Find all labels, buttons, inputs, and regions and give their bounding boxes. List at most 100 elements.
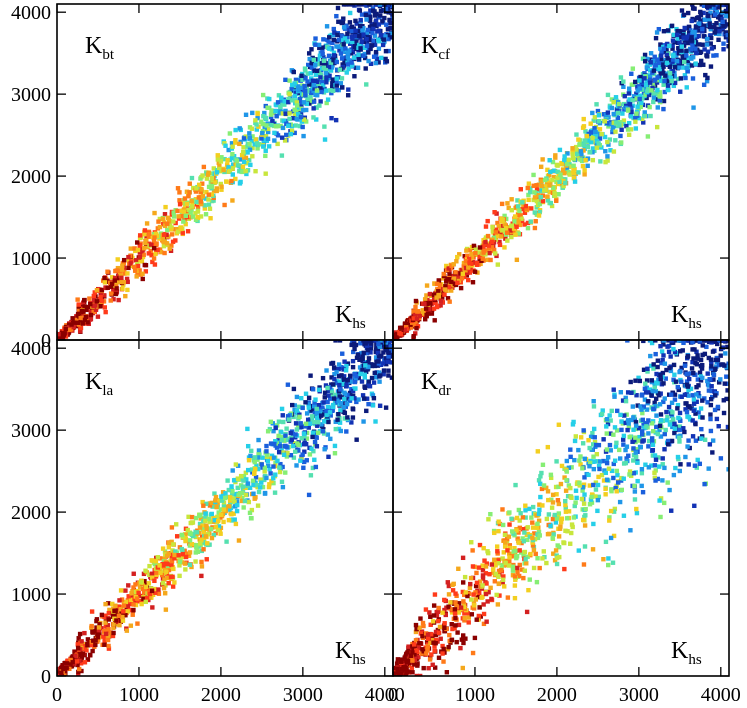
scatter-point-cf — [607, 137, 613, 142]
scatter-point-la — [218, 515, 223, 520]
scatter-point-cf — [667, 64, 673, 69]
scatter-point-cf — [486, 246, 491, 251]
panel-bt-xlabel: Khs — [335, 302, 366, 332]
scatter-point-cf — [690, 4, 695, 7]
scatter-point-bt — [345, 62, 350, 67]
scatter-point-dr — [484, 619, 489, 624]
scatter-point-cf — [574, 151, 580, 157]
scatter-point-cf — [427, 307, 432, 312]
scatter-point-bt — [380, 42, 386, 48]
scatter-point-dr — [690, 434, 696, 439]
scatter-point-bt — [266, 129, 271, 135]
scatter-point-la — [372, 370, 377, 376]
scatter-point-la — [386, 350, 391, 355]
scatter-point-cf — [574, 132, 579, 137]
scatter-point-la — [152, 578, 157, 584]
scatter-point-la — [369, 375, 375, 381]
scatter-point-la — [276, 450, 282, 455]
scatter-point-la — [366, 379, 371, 384]
scatter-point-bt — [326, 64, 332, 70]
scatter-point-cf — [639, 100, 644, 106]
scatter-point-la — [369, 341, 374, 346]
scatter-point-bt — [143, 269, 149, 274]
scatter-point-bt — [255, 146, 260, 151]
scatter-point-la — [388, 344, 393, 349]
scatter-point-cf — [548, 200, 553, 206]
scatter-point-la — [310, 414, 315, 419]
scatter-point-bt — [211, 166, 216, 171]
scatter-point-la — [102, 628, 107, 634]
scatter-point-cf — [542, 177, 548, 183]
scatter-point-la — [61, 666, 66, 672]
scatter-point-dr — [550, 492, 556, 498]
scatter-point-dr — [640, 410, 645, 416]
scatter-point-la — [189, 541, 195, 547]
scatter-point-la — [284, 454, 290, 459]
scatter-point-la — [190, 520, 196, 525]
scatter-point-cf — [570, 155, 576, 161]
scatter-point-la — [73, 654, 78, 659]
scatter-point-la — [227, 504, 232, 509]
scatter-point-cf — [566, 169, 571, 175]
scatter-point-cf — [603, 149, 608, 154]
scatter-point-cf — [570, 146, 575, 151]
scatter-point-la — [101, 634, 106, 639]
scatter-point-bt — [345, 39, 350, 44]
scatter-point-cf — [417, 313, 422, 319]
scatter-point-dr — [512, 546, 517, 551]
scatter-point-bt — [237, 141, 242, 147]
scatter-point-bt — [321, 83, 326, 88]
scatter-point-cf — [637, 78, 642, 83]
scatter-point-bt — [304, 107, 309, 113]
scatter-point-dr — [656, 377, 661, 383]
scatter-point-dr — [670, 424, 675, 430]
scatter-point-dr — [643, 462, 648, 467]
scatter-point-bt — [119, 267, 125, 272]
scatter-point-la — [235, 476, 241, 481]
scatter-point-cf — [590, 150, 595, 155]
scatter-point-cf — [696, 21, 701, 27]
scatter-point-bt — [125, 279, 130, 285]
scatter-point-bt — [164, 232, 169, 237]
scatter-point-la — [146, 581, 152, 586]
scatter-point-bt — [362, 55, 368, 61]
scatter-point-cf — [551, 174, 557, 180]
scatter-point-cf — [658, 71, 663, 76]
scatter-point-bt — [198, 189, 203, 195]
scatter-point-bt — [136, 257, 141, 263]
scatter-point-la — [157, 563, 162, 568]
scatter-point-bt — [322, 137, 328, 142]
scatter-point-bt — [321, 58, 327, 63]
scatter-point-cf — [650, 85, 655, 91]
scatter-point-la — [209, 500, 215, 506]
scatter-point-la — [345, 392, 350, 398]
scatter-point-cf — [528, 186, 533, 191]
scatter-point-bt — [67, 327, 72, 333]
scatter-point-cf — [428, 300, 433, 306]
scatter-point-la — [103, 631, 109, 637]
scatter-point-cf — [571, 168, 576, 174]
scatter-point-bt — [301, 133, 306, 139]
scatter-point-cf — [519, 216, 524, 221]
scatter-point-cf — [693, 25, 699, 30]
scatter-point-la — [75, 642, 80, 647]
scatter-point-la — [123, 599, 129, 605]
scatter-point-la — [197, 541, 203, 546]
scatter-point-la — [350, 393, 356, 398]
scatter-point-bt — [149, 252, 154, 258]
scatter-point-dr — [556, 511, 562, 516]
scatter-point-cf — [566, 157, 571, 162]
scatter-point-cf — [703, 23, 709, 29]
scatter-point-la — [303, 421, 309, 426]
scatter-point-cf — [618, 75, 624, 80]
scatter-point-dr — [621, 433, 627, 439]
scatter-point-la — [302, 431, 307, 437]
scatter-point-dr — [507, 551, 512, 556]
scatter-point-la — [201, 503, 206, 508]
scatter-point-cf — [712, 12, 718, 17]
scatter-point-la — [322, 390, 328, 395]
scatter-point-la — [226, 517, 232, 523]
scatter-point-cf — [597, 127, 603, 132]
panel-la-points — [57, 340, 393, 676]
scatter-point-la — [187, 562, 193, 567]
